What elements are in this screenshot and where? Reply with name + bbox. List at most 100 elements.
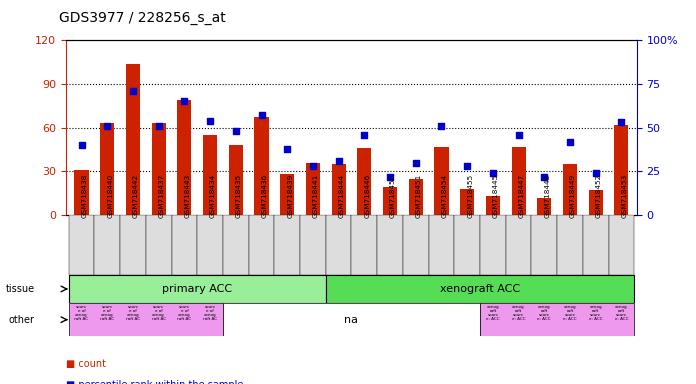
Text: GSM718441: GSM718441 (313, 174, 319, 218)
Point (127, 88, 139, 94)
Text: GSM718437: GSM718437 (159, 174, 165, 218)
Point (436, 123, 447, 129)
Point (358, 132, 370, 138)
Text: xenog
raft
sourc
e: ACC: xenog raft sourc e: ACC (563, 305, 577, 321)
Point (179, 98, 190, 104)
Point (76, 142, 87, 148)
Bar (326, 215, 351, 275)
Text: xenog
raft
sourc
e: ACC: xenog raft sourc e: ACC (486, 305, 500, 321)
Bar (557, 215, 583, 275)
Point (282, 146, 293, 152)
Text: xenog
raft
sourc
e: ACC: xenog raft sourc e: ACC (537, 305, 551, 321)
Point (205, 118, 216, 124)
Text: sourc
e of
xenog
raft AC: sourc e of xenog raft AC (177, 305, 191, 321)
Bar (146, 215, 171, 275)
Text: sourc
e of
xenog
raft AC: sourc e of xenog raft AC (152, 305, 166, 321)
Text: ■ count: ■ count (66, 359, 106, 369)
Bar (351, 215, 377, 275)
Text: GSM718442: GSM718442 (133, 174, 139, 218)
Bar (583, 215, 608, 275)
Text: xenograft ACC: xenograft ACC (440, 284, 520, 294)
Bar (454, 215, 480, 275)
Text: GSM718439: GSM718439 (287, 174, 293, 218)
Text: GSM718455: GSM718455 (467, 174, 473, 218)
Bar (377, 215, 403, 275)
Bar (480, 303, 634, 336)
Point (333, 158, 345, 164)
Bar (383, 187, 397, 215)
Bar (223, 303, 480, 336)
Text: GSM718436: GSM718436 (262, 174, 267, 218)
Bar (300, 215, 326, 275)
Bar (480, 215, 506, 275)
Bar (563, 164, 577, 215)
Text: GSM718448: GSM718448 (544, 174, 551, 218)
Bar (403, 215, 429, 275)
Point (564, 139, 576, 145)
Bar (512, 147, 525, 215)
Bar (331, 164, 346, 215)
Text: GSM718449: GSM718449 (570, 174, 576, 218)
Bar (171, 215, 197, 275)
Text: sourc
e of
xenog
raft AC: sourc e of xenog raft AC (126, 305, 140, 321)
Bar (152, 123, 166, 215)
Text: GSM718438: GSM718438 (81, 174, 88, 218)
Text: GSM718451: GSM718451 (416, 174, 422, 218)
Bar (203, 135, 217, 215)
Bar (95, 215, 120, 275)
Bar (69, 215, 95, 275)
Point (256, 113, 267, 119)
Bar (486, 196, 500, 215)
Text: GSM718446: GSM718446 (364, 174, 370, 218)
Bar (608, 215, 634, 275)
Text: xenog
raft
sourc
e: ACC: xenog raft sourc e: ACC (512, 305, 525, 321)
Point (590, 170, 601, 176)
Bar (255, 118, 269, 215)
Bar (248, 215, 274, 275)
Text: GSM718444: GSM718444 (339, 174, 345, 218)
Text: primary ACC: primary ACC (162, 284, 232, 294)
Text: GDS3977 / 228256_s_at: GDS3977 / 228256_s_at (59, 11, 226, 25)
Bar (409, 179, 422, 215)
Bar (357, 148, 372, 215)
Text: na: na (345, 314, 358, 325)
Bar (177, 100, 191, 215)
Bar (274, 215, 300, 275)
Bar (434, 147, 448, 215)
Text: other: other (9, 314, 35, 325)
Text: sourc
e of
xenog
raft AC: sourc e of xenog raft AC (100, 305, 114, 321)
Bar (100, 123, 114, 215)
Point (487, 170, 498, 176)
Bar (429, 215, 454, 275)
Point (539, 174, 550, 180)
Text: tissue: tissue (6, 284, 35, 294)
Text: GSM718434: GSM718434 (210, 174, 216, 218)
Bar (280, 174, 294, 215)
Text: GSM718440: GSM718440 (107, 174, 113, 218)
Bar (229, 145, 243, 215)
Text: GSM718450: GSM718450 (390, 174, 396, 218)
Text: xenog
raft
sourc
e: ACC: xenog raft sourc e: ACC (615, 305, 628, 321)
Point (153, 123, 164, 129)
Text: GSM718454: GSM718454 (441, 174, 448, 218)
Point (230, 128, 242, 134)
Bar (69, 275, 326, 303)
Bar (506, 215, 532, 275)
Point (513, 132, 524, 138)
Text: GSM718447: GSM718447 (519, 174, 525, 218)
Text: GSM718435: GSM718435 (236, 174, 242, 218)
Text: xenog
raft
sourc
e: ACC: xenog raft sourc e: ACC (589, 305, 603, 321)
Bar (460, 189, 474, 215)
Point (461, 163, 473, 169)
Bar (120, 215, 146, 275)
Bar (74, 170, 88, 215)
Point (384, 174, 395, 180)
Text: GSM718443: GSM718443 (184, 174, 191, 218)
Bar (306, 163, 320, 215)
Bar (223, 215, 248, 275)
Bar (537, 197, 551, 215)
Bar (326, 275, 634, 303)
Bar (69, 303, 223, 336)
Bar (532, 215, 557, 275)
Text: GSM718453: GSM718453 (622, 174, 627, 218)
